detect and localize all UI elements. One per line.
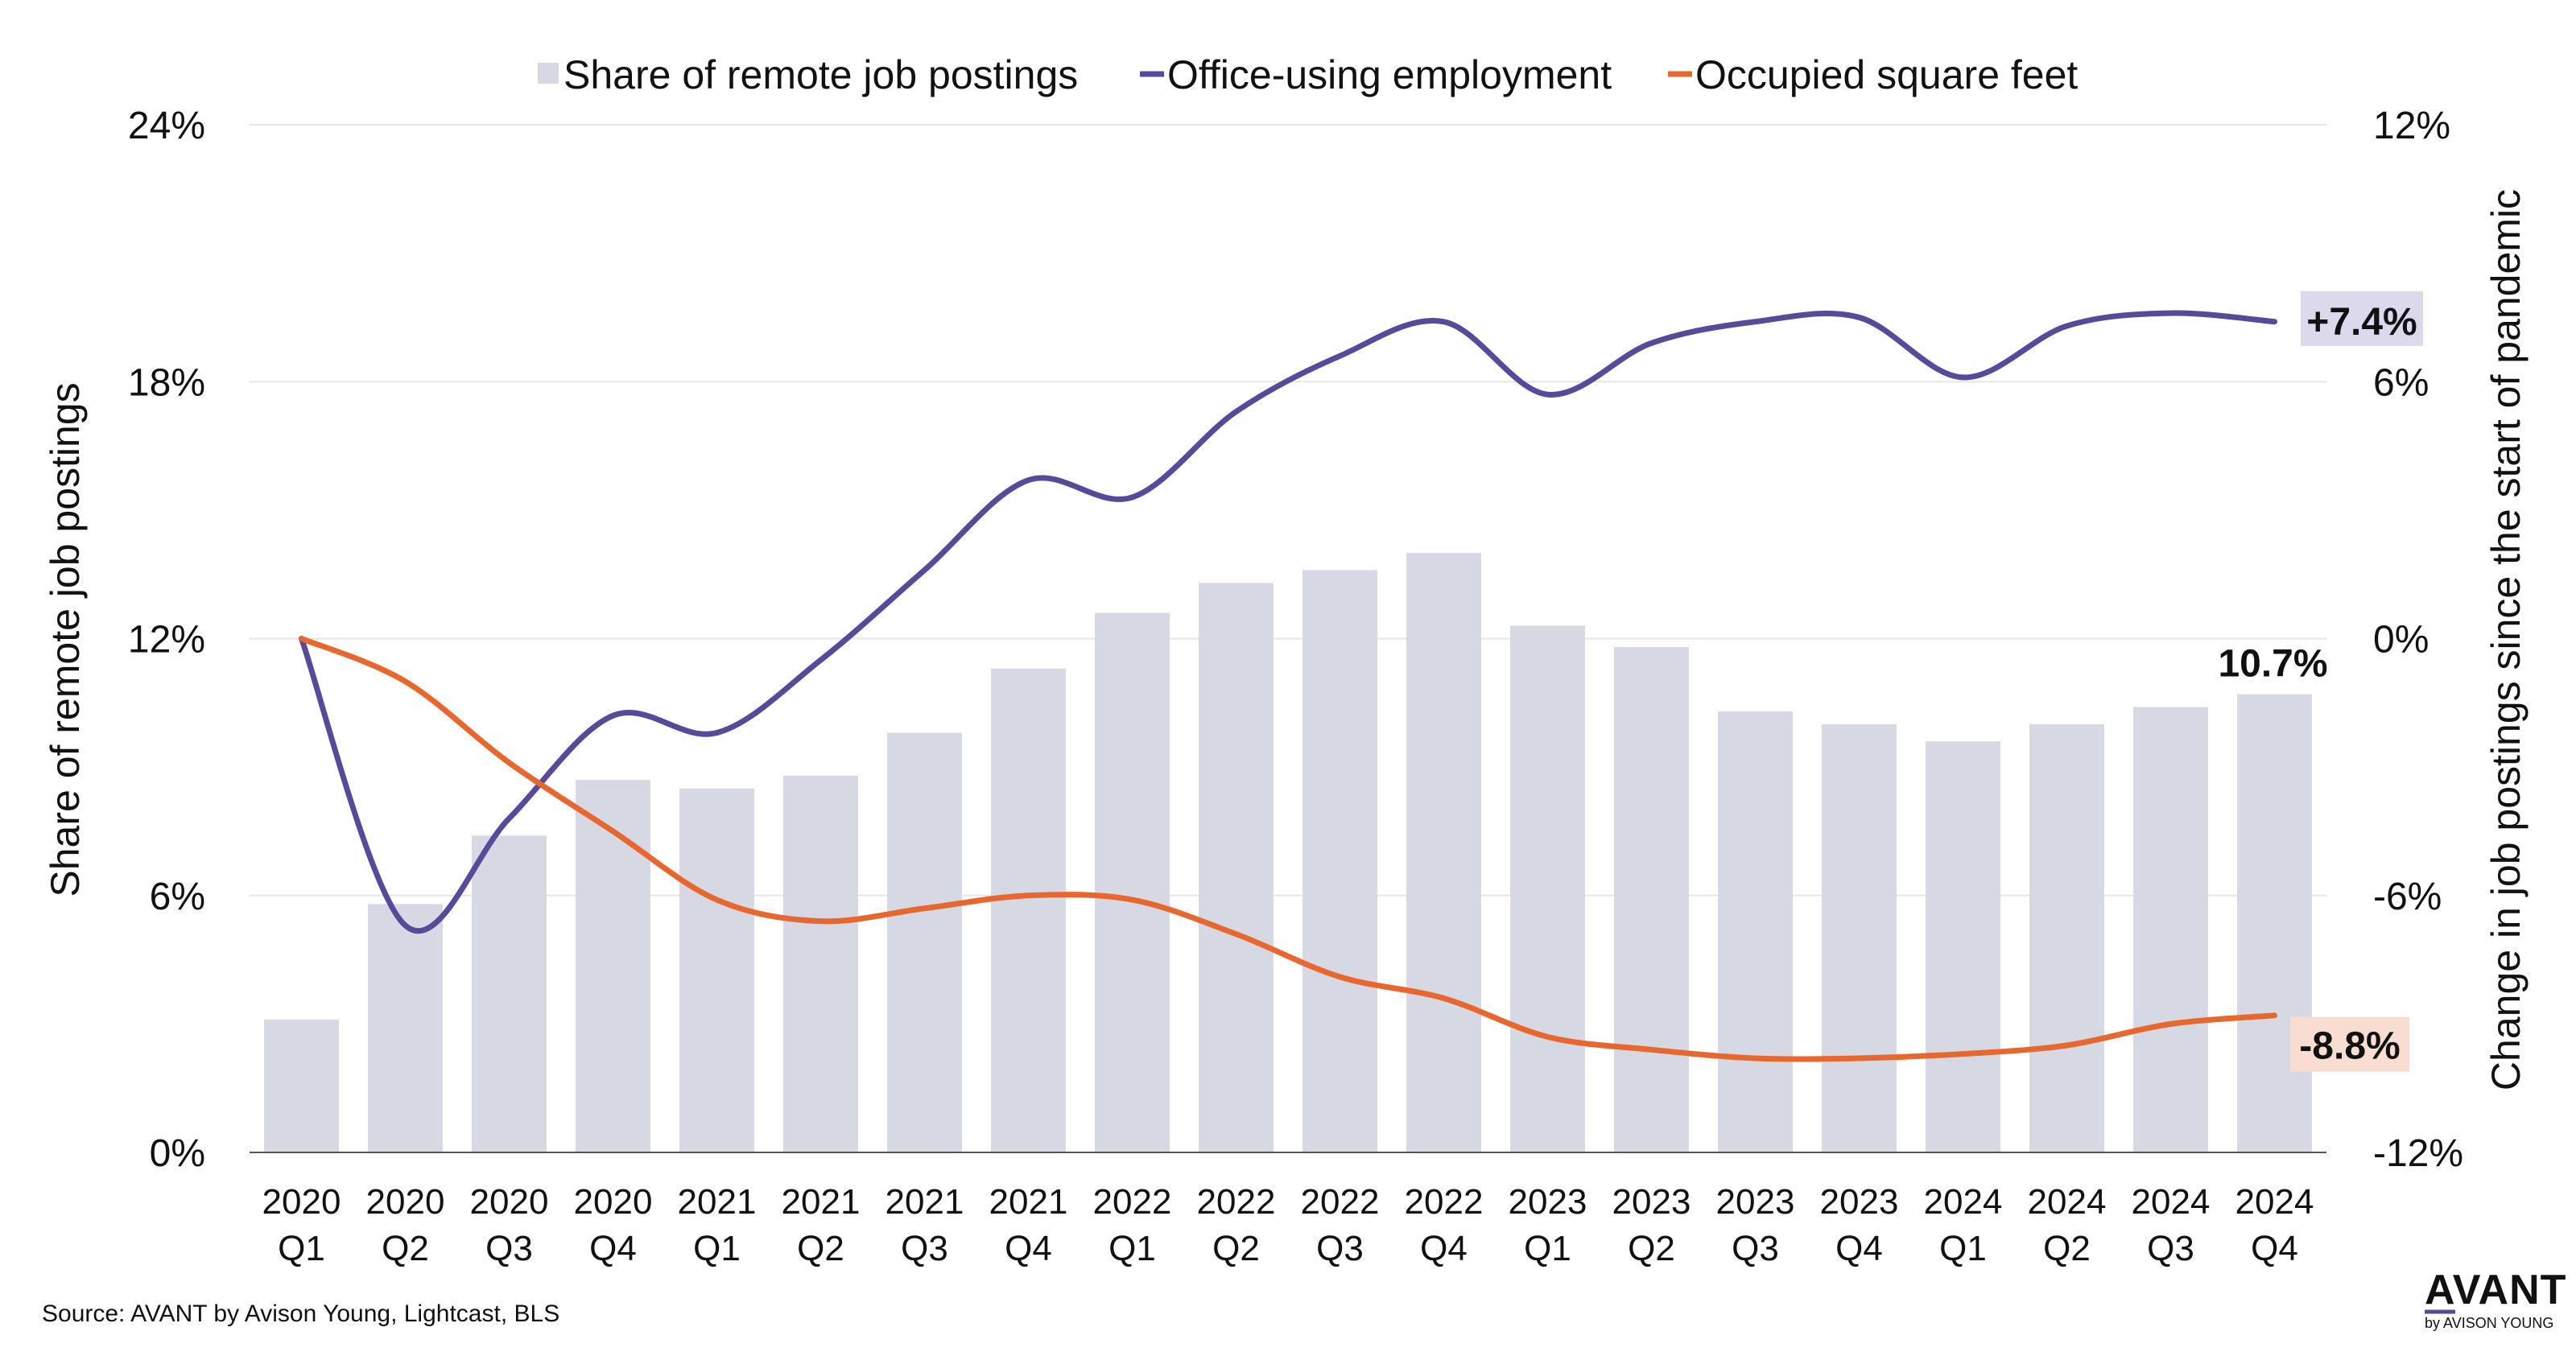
bar	[783, 775, 858, 1152]
x-tick-label-year: 2021	[678, 1182, 757, 1222]
right-axis-title: Change in job postings since the start o…	[2483, 189, 2529, 1090]
bar	[887, 732, 962, 1152]
bar	[264, 1020, 339, 1152]
right-tick-label: 0%	[2373, 619, 2429, 662]
employment-end-label: +7.4%	[2306, 301, 2417, 344]
logo-wordmark: AVANT	[2425, 1267, 2566, 1313]
bar	[2237, 694, 2312, 1152]
legend-label-employment: Office-using employment	[1167, 52, 1612, 97]
bar	[1095, 612, 1170, 1152]
x-tick-label-quarter: Q3	[901, 1229, 948, 1268]
x-tick-label-quarter: Q2	[1628, 1229, 1675, 1268]
x-tick-label-year: 2024	[2028, 1182, 2107, 1222]
legend: Share of remote job postings Office-usin…	[538, 52, 2078, 97]
x-tick-label-year: 2020	[574, 1182, 653, 1222]
right-tick-label: -12%	[2373, 1132, 2463, 1175]
source-note: Source: AVANT by Avison Young, Lightcast…	[42, 1300, 559, 1327]
x-tick-label-quarter: Q1	[1939, 1229, 1987, 1268]
right-tick-label: 6%	[2373, 361, 2429, 404]
x-tick-label-year: 2024	[2235, 1182, 2314, 1222]
sqft-line	[299, 636, 2277, 1062]
line-series	[299, 310, 2277, 1062]
sqft-end-label-bg	[2290, 1016, 2409, 1072]
bar	[1510, 625, 1585, 1152]
x-tick-label-quarter: Q3	[1316, 1229, 1364, 1268]
avant-logo: AVANT by AVISON YOUNG	[2425, 1267, 2566, 1331]
x-tick-label-quarter: Q4	[2251, 1229, 2298, 1268]
x-tick-label-year: 2020	[366, 1182, 445, 1222]
logo-subtitle: by AVISON YOUNG	[2425, 1315, 2553, 1331]
x-tick-label-year: 2023	[1820, 1182, 1899, 1222]
bar	[1614, 647, 1689, 1152]
x-tick-label-quarter: Q1	[1108, 1229, 1156, 1268]
x-tick-label-quarter: Q2	[1212, 1229, 1260, 1268]
x-tick-label-quarter: Q4	[589, 1229, 637, 1268]
x-axis-ticks: 2020 Q1 2020 Q2 2020 Q3 2020 Q4 2021 Q1 2021 Q2 2021…	[262, 1182, 2314, 1268]
x-tick-label-year: 2023	[1612, 1182, 1691, 1222]
x-tick-label-year: 2023	[1509, 1182, 1587, 1222]
bar	[368, 904, 443, 1152]
gridlines	[250, 124, 2326, 897]
x-tick-label-quarter: Q1	[278, 1229, 325, 1268]
right-tick-label: 12%	[2373, 105, 2450, 147]
right-tick-label: -6%	[2373, 876, 2442, 918]
left-axis-ticks: 0% 6% 12% 18% 24%	[128, 105, 205, 1175]
left-tick-label: 18%	[128, 361, 205, 404]
right-axis-ticks: -12% -6% 0% 6% 12%	[2373, 105, 2463, 1175]
x-tick-label-year: 2024	[2132, 1182, 2211, 1222]
x-tick-label-year: 2022	[1405, 1182, 1484, 1222]
x-tick-label-year: 2020	[262, 1182, 341, 1222]
bar	[991, 668, 1066, 1152]
x-tick-label-year: 2022	[1197, 1182, 1276, 1222]
x-tick-label-quarter: Q4	[1005, 1229, 1052, 1268]
x-tick-label-quarter: Q2	[382, 1229, 429, 1268]
bar	[679, 788, 754, 1152]
bar	[2029, 723, 2104, 1152]
bar-series	[264, 553, 2312, 1152]
bar	[1302, 570, 1377, 1152]
bar	[2133, 707, 2208, 1152]
x-tick-label-quarter: Q2	[2043, 1229, 2091, 1268]
x-tick-label-year: 2022	[1301, 1182, 1380, 1222]
bar	[1926, 741, 2000, 1152]
x-tick-label-year: 2021	[782, 1182, 861, 1222]
x-tick-label-quarter: Q1	[693, 1229, 741, 1268]
x-tick-label-year: 2021	[886, 1182, 964, 1222]
bar-end-label: 10.7%	[2218, 643, 2327, 686]
legend-label-sqft: Occupied square feet	[1695, 52, 2078, 97]
legend-label-bars: Share of remote job postings	[564, 52, 1078, 97]
left-tick-label: 6%	[150, 876, 205, 918]
x-tick-label-year: 2022	[1093, 1182, 1172, 1222]
x-tick-label-quarter: Q4	[1835, 1229, 1883, 1268]
bar	[1718, 711, 1793, 1152]
employment-end-label-bg	[2301, 291, 2423, 346]
bar	[1199, 583, 1274, 1152]
legend-swatch-bars	[538, 63, 559, 84]
bar	[1406, 553, 1481, 1152]
left-tick-label: 24%	[128, 105, 205, 147]
x-tick-label-quarter: Q1	[1524, 1229, 1571, 1268]
x-tick-label-year: 2024	[1924, 1182, 2003, 1222]
employment-line	[299, 310, 2277, 934]
left-tick-label: 12%	[128, 619, 205, 662]
bar	[576, 780, 650, 1152]
x-tick-label-quarter: Q3	[485, 1229, 533, 1268]
x-tick-label-quarter: Q3	[2147, 1229, 2194, 1268]
x-tick-label-year: 2020	[470, 1182, 549, 1222]
bar	[1822, 723, 1897, 1152]
bar	[472, 835, 547, 1152]
left-tick-label: 0%	[150, 1132, 205, 1175]
x-tick-label-year: 2021	[989, 1182, 1068, 1222]
x-tick-label-year: 2023	[1716, 1182, 1795, 1222]
left-axis-title: Share of remote job postings	[43, 382, 88, 897]
x-tick-label-quarter: Q3	[1732, 1229, 1779, 1268]
sqft-end-label: -8.8%	[2299, 1025, 2400, 1068]
x-tick-label-quarter: Q4	[1420, 1229, 1468, 1268]
x-tick-label-quarter: Q2	[797, 1229, 844, 1268]
